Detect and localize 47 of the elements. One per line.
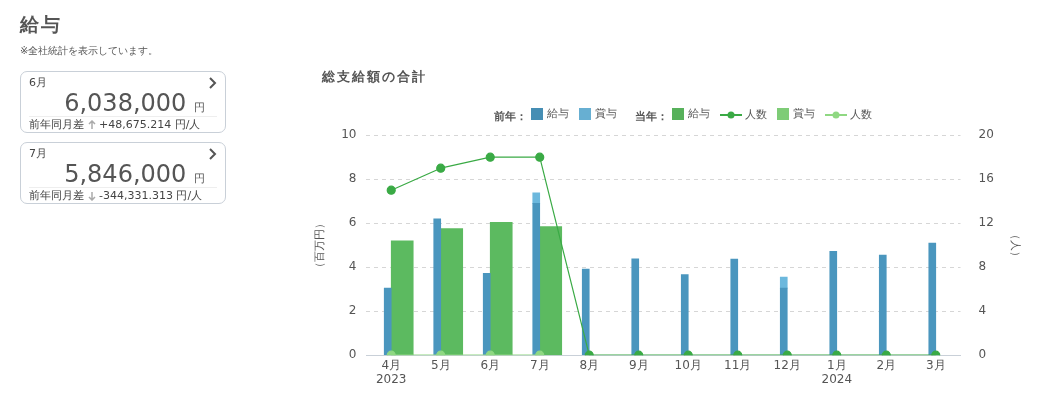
text: +48,675.214 円/人 (99, 118, 201, 131)
y-tick-label: 4 (348, 259, 357, 274)
x-tick-label: 8月 (579, 357, 600, 372)
x-tick-label: 2月 (876, 357, 897, 372)
y-tick-label: 6 (348, 215, 357, 230)
y-tick-label: 0 (348, 347, 357, 362)
text: -344,331.313 円/人 (99, 189, 203, 202)
y2-tick-label: 16 (978, 171, 994, 186)
y2-tick-label: 4 (978, 303, 987, 318)
y-tick-label: 2 (348, 303, 357, 318)
x-tick-label: 3月 (925, 357, 946, 372)
x-tick-label: 10月 (674, 357, 702, 372)
y2-tick-label: 20 (978, 127, 994, 142)
text: 円 (194, 101, 205, 114)
y-axis-title: （百万円） (313, 217, 327, 273)
text: 当年： (635, 109, 668, 123)
x-tick-label: 11月 (724, 357, 752, 372)
text: 6,038,000 (64, 89, 187, 117)
legend-label: 給与 (546, 106, 569, 121)
text: 前年同月差 (29, 118, 84, 131)
legend-label: 人数 (744, 107, 767, 122)
y-tick-label: 8 (348, 171, 357, 186)
text: 円 (194, 172, 205, 185)
y-tick-label: 10 (341, 127, 357, 142)
text: ※全社統計を表示しています。 (20, 44, 160, 58)
x-tick-label: 9月 (628, 357, 649, 372)
chart-title: 総支給額の合計 (322, 68, 427, 86)
x-tick-label: 12月 (773, 357, 801, 372)
legend-label: 人数 (849, 107, 872, 122)
x-tick-label: 4月 2023 (375, 357, 407, 386)
y2-tick-label: 8 (978, 259, 987, 274)
text: 給与 (20, 12, 63, 37)
legend-label: 給与 (687, 106, 710, 121)
y2-axis-title: （人） (1008, 228, 1022, 262)
text: 5,846,000 (64, 160, 187, 188)
x-tick-label: 5月 (430, 357, 451, 372)
x-tick-label: 6月 (480, 357, 501, 372)
text: 6月 (29, 75, 47, 90)
text: 前年： (494, 109, 527, 123)
legend-label: 賞与 (792, 106, 815, 121)
y2-tick-label: 12 (978, 215, 994, 230)
text: 7月 (29, 146, 47, 161)
legend-label: 賞与 (594, 106, 617, 121)
x-tick-label: 1月 2024 (821, 357, 853, 386)
y2-tick-label: 0 (978, 347, 987, 362)
x-tick-label: 7月 (529, 357, 550, 372)
text: 前年同月差 (29, 189, 84, 202)
